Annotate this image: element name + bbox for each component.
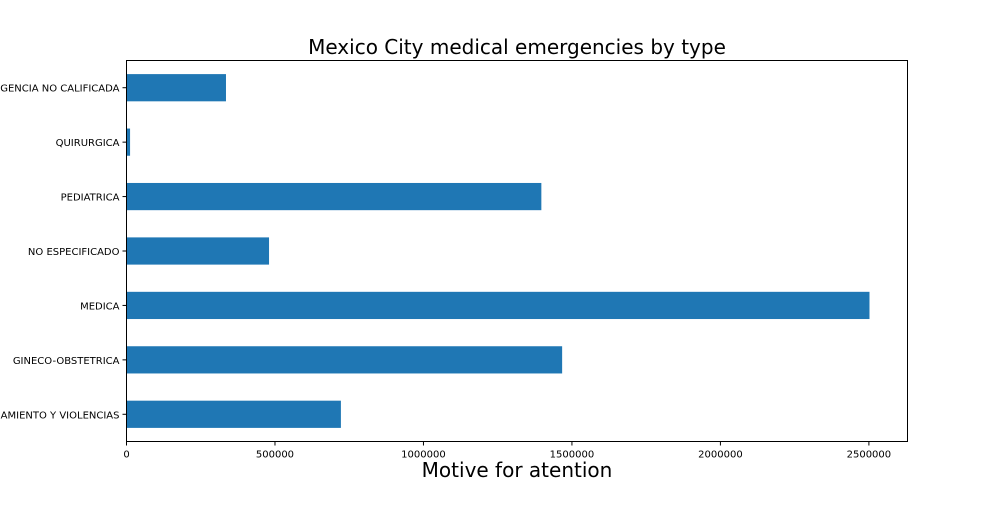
x-tick-label: 1500000: [550, 450, 595, 461]
bar-2: [126, 182, 542, 211]
plot-frame: [126, 60, 908, 442]
bars-group: [126, 74, 870, 428]
y-tick-label: GINECO-OBSTETRICA: [13, 356, 120, 367]
y-tick-label: MEDICA: [80, 301, 120, 312]
bar-5: [126, 346, 563, 374]
chart-title: Mexico City medical emergencies by type: [308, 35, 726, 59]
bar-0: [126, 74, 226, 102]
y-tick-label: NO ESPECIFICADO: [28, 247, 120, 258]
x-axis: 0 500000 1000000 1500000 2000000 2500000: [123, 441, 892, 461]
bar-1: [126, 128, 131, 156]
x-axis-label: Motive for atention: [422, 458, 613, 482]
y-tick-label: ENVENENAMIENTO Y VIOLENCIAS: [0, 410, 120, 421]
y-axis: URGENCIA NO CALIFICADA QUIRURGICA PEDIATRI…: [0, 84, 127, 421]
y-tick-label: QUIRURGICA: [56, 138, 120, 149]
x-tick-label: 0: [123, 450, 129, 461]
bar-4: [126, 291, 870, 320]
bar-6: [126, 400, 341, 428]
x-tick-label: 1000000: [401, 450, 446, 461]
y-tick-label: URGENCIA NO CALIFICADA: [0, 84, 120, 95]
x-tick-label: 500000: [256, 450, 294, 461]
x-tick-label: 2500000: [847, 450, 892, 461]
bar-3: [126, 237, 270, 265]
x-tick-label: 2000000: [698, 450, 743, 461]
y-tick-label: PEDIATRICA: [61, 193, 120, 204]
